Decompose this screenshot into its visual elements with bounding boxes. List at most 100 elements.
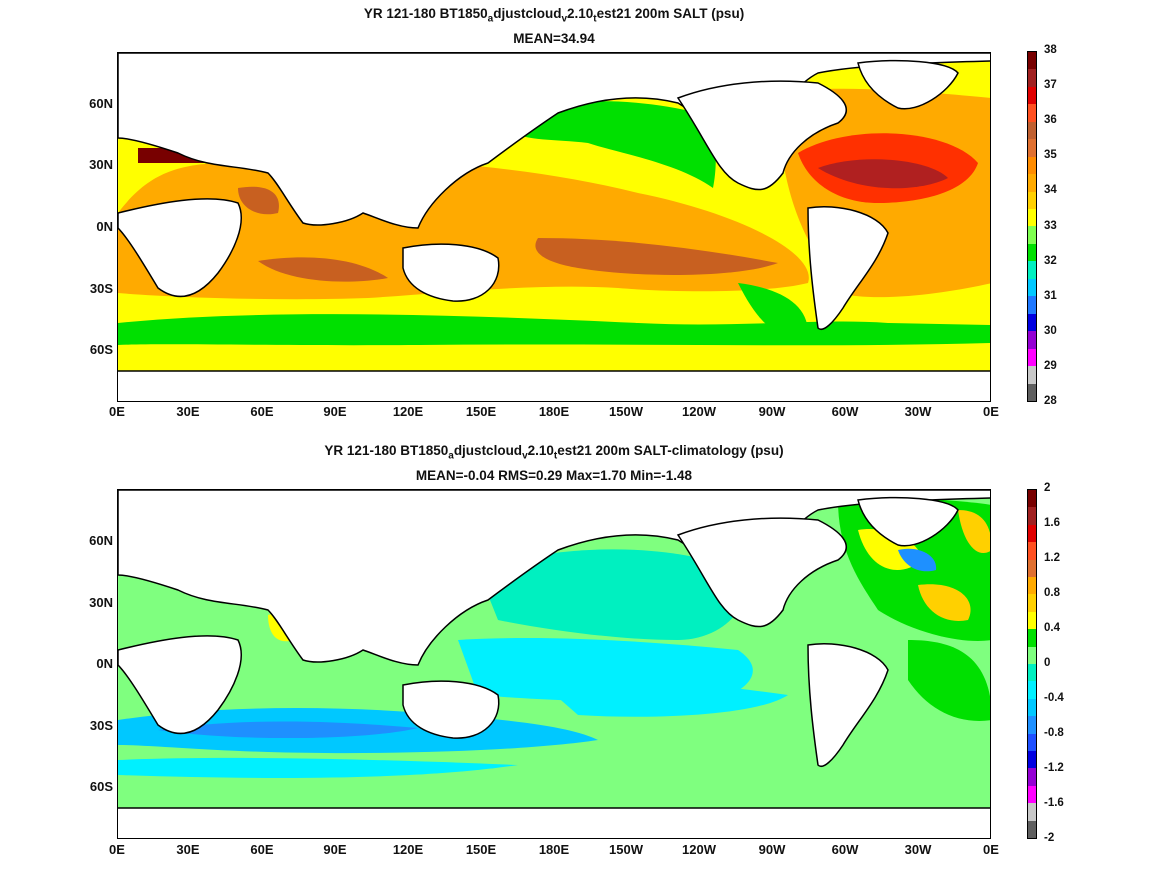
top-colorbar-segment — [1028, 139, 1036, 157]
bottom-colorbar-label: -0.8 — [1044, 727, 1064, 739]
bottom-xtick: 30W — [904, 842, 932, 857]
bottom-ytick-30n: 30N — [89, 595, 113, 610]
bottom-colorbar-segment — [1028, 733, 1036, 751]
top-colorbar-segment — [1028, 296, 1036, 314]
bottom-colorbar-segment — [1028, 594, 1036, 612]
bottom-xtick: 120E — [392, 842, 424, 857]
top-map-panel — [117, 52, 991, 402]
bottom-colorbar-segment — [1028, 629, 1036, 647]
top-xtick: 90E — [323, 404, 347, 419]
bottom-colorbar-label: 1.6 — [1044, 517, 1060, 529]
bottom-colorbar-segment — [1028, 768, 1036, 786]
bottom-ytick-30s: 30S — [89, 718, 113, 733]
bottom-colorbar-label: -1.2 — [1044, 762, 1064, 774]
top-land-greenland — [857, 59, 959, 110]
top-xtick: 150W — [609, 404, 643, 419]
top-xtick: 120W — [682, 404, 716, 419]
top-colorbar-label: 38 — [1044, 44, 1057, 56]
top-salinity-map — [118, 53, 990, 401]
bottom-title: YR 121-180 BT1850adjustcloudv2.10test21 … — [324, 443, 784, 462]
bottom-colorbar — [1027, 489, 1037, 839]
top-xtick: 90W — [758, 404, 786, 419]
top-xtick: 60E — [250, 404, 274, 419]
top-xtick: 30W — [904, 404, 932, 419]
bottom-colorbar-segment — [1028, 576, 1036, 595]
top-colorbar-segment — [1028, 313, 1036, 332]
top-colorbar-segment — [1028, 156, 1036, 175]
bottom-colorbar-label: 1.2 — [1044, 552, 1060, 564]
top-colorbar-segment — [1028, 243, 1036, 262]
top-colorbar-label: 28 — [1044, 395, 1057, 407]
top-colorbar-segment — [1028, 51, 1036, 70]
bottom-colorbar-segment — [1028, 611, 1036, 630]
top-colorbar-segment — [1028, 261, 1036, 279]
top-colorbar-segment — [1028, 69, 1036, 87]
top-xtick: 30E — [176, 404, 200, 419]
top-colorbar-segment — [1028, 348, 1036, 367]
top-colorbar-segment — [1028, 174, 1036, 192]
bottom-xtick: 150W — [609, 842, 643, 857]
bottom-xtick: 30E — [176, 842, 200, 857]
top-ytick-60s: 60S — [89, 342, 113, 357]
top-land-australia — [402, 243, 500, 302]
bottom-colorbar-segment — [1028, 716, 1036, 734]
bottom-colorbar-segment — [1028, 698, 1036, 717]
bottom-xtick: 0E — [109, 842, 125, 857]
top-colorbar — [1027, 51, 1037, 402]
top-colorbar-segment — [1028, 191, 1036, 210]
top-xtick: 150E — [465, 404, 497, 419]
top-colorbar-segment — [1028, 331, 1036, 349]
bottom-ytick-60n: 60N — [89, 533, 113, 548]
bottom-colorbar-segment — [1028, 559, 1036, 577]
bottom-ytick-60s: 60S — [89, 779, 113, 794]
top-title: YR 121-180 BT1850adjustcloudv2.10test21 … — [363, 6, 745, 25]
top-colorbar-label: 34 — [1044, 184, 1057, 197]
bottom-colorbar-segment — [1028, 750, 1036, 769]
bottom-xtick: 90W — [758, 842, 786, 857]
bottom-xtick: 0E — [983, 842, 999, 857]
bottom-colorbar-segment — [1028, 803, 1036, 821]
top-colorbar-label: 32 — [1044, 254, 1057, 267]
bottom-xtick: 150E — [465, 842, 497, 857]
top-colorbar-label: 30 — [1044, 324, 1057, 337]
top-colorbar-label: 36 — [1044, 114, 1057, 127]
bottom-colorbar-label: 0.8 — [1044, 587, 1060, 599]
top-xtick: 120E — [392, 404, 424, 419]
top-xtick: 60W — [831, 404, 859, 419]
bottom-colorbar-segment — [1028, 681, 1036, 699]
top-ytick-60n: 60N — [89, 96, 113, 111]
top-colorbar-segment — [1028, 366, 1036, 384]
bottom-colorbar-segment — [1028, 646, 1036, 664]
bottom-colorbar-segment — [1028, 489, 1036, 508]
bottom-colorbar-label: 2 — [1044, 482, 1051, 494]
bottom-xtick: 90E — [323, 842, 347, 857]
top-ytick-30s: 30S — [89, 281, 113, 296]
top-colorbar-label: 31 — [1044, 289, 1057, 302]
bottom-colorbar-segment — [1028, 524, 1036, 543]
top-land-s-america — [807, 206, 889, 330]
top-xtick: 180E — [538, 404, 570, 419]
top-colorbar-label: 37 — [1044, 79, 1057, 92]
bottom-colorbar-segment — [1028, 542, 1036, 560]
top-colorbar-segment — [1028, 104, 1036, 122]
bottom-subtitle: MEAN=-0.04 RMS=0.29 Max=1.70 Min=-1.48 — [415, 468, 693, 483]
bottom-ytick-0n: 0N — [96, 656, 113, 671]
bottom-xtick: 60E — [250, 842, 274, 857]
bottom-colorbar-segment — [1028, 663, 1036, 682]
top-xtick: 0E — [109, 404, 125, 419]
top-colorbar-segment — [1028, 278, 1036, 297]
bottom-colorbar-segment — [1028, 507, 1036, 525]
top-land-n-america — [676, 80, 847, 191]
top-colorbar-segment — [1028, 383, 1036, 401]
bottom-anomaly-map — [118, 490, 990, 838]
bottom-colorbar-label: 0.4 — [1044, 622, 1060, 634]
top-xtick: 0E — [983, 404, 999, 419]
bottom-xtick: 180E — [538, 842, 570, 857]
bottom-colorbar-label: -1.6 — [1044, 797, 1064, 809]
top-colorbar-segment — [1028, 209, 1036, 227]
bottom-xtick: 60W — [831, 842, 859, 857]
top-ytick-30n: 30N — [89, 157, 113, 172]
top-colorbar-label: 35 — [1044, 149, 1057, 162]
bottom-colorbar-label: -0.4 — [1044, 692, 1064, 704]
bottom-colorbar-segment — [1028, 820, 1036, 838]
